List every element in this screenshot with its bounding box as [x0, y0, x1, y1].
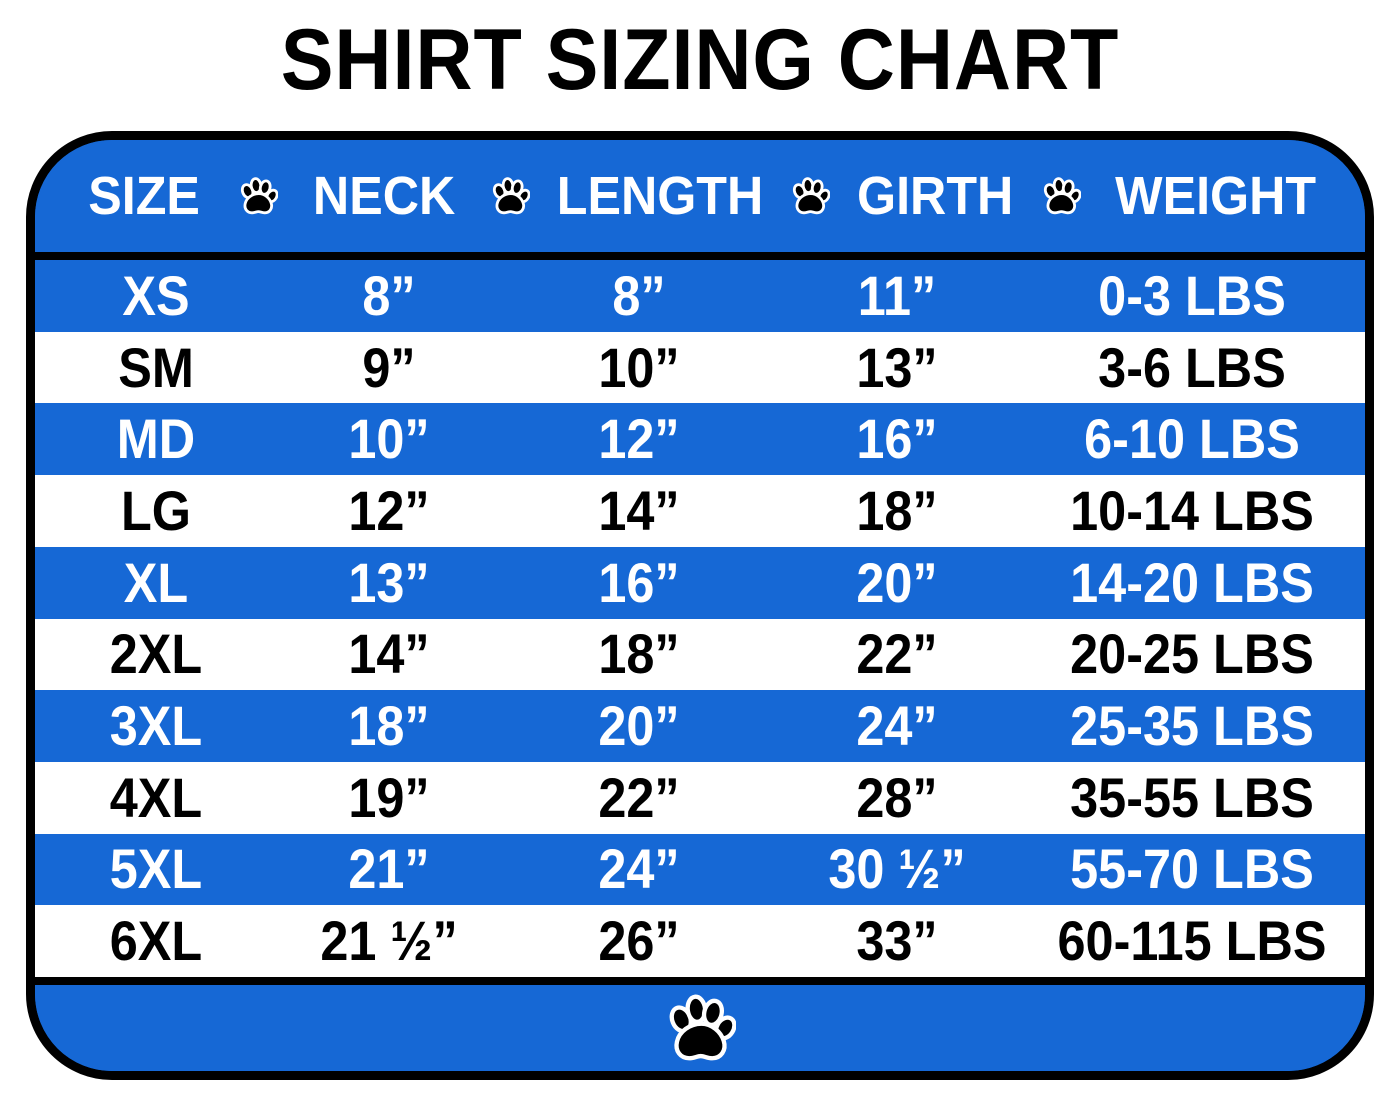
table-body: XS 8” 8” 11” 0-3 LBS SM 9” 10” 13” 3-6 L…: [35, 260, 1365, 978]
cell-neck: 13”: [348, 550, 430, 614]
cell-weight: 14-20 LBS: [1070, 550, 1314, 614]
cell-size: SM: [118, 335, 194, 399]
cell-girth: 30 ½”: [828, 837, 966, 901]
table-row: XL 13” 16” 20” 14-20 LBS: [35, 546, 1365, 619]
cell-weight: 25-35 LBS: [1070, 694, 1314, 758]
paw-print-icon: [1038, 176, 1084, 216]
table-row: 3XL 18” 20” 24” 25-35 LBS: [35, 690, 1365, 762]
cell-size: XS: [122, 263, 190, 327]
cell-length: 14”: [598, 478, 680, 542]
cell-length: 10”: [598, 335, 680, 399]
table-row: 5XL 21” 24” 30 ½” 55-70 LBS: [35, 833, 1365, 906]
cell-length: 22”: [598, 765, 680, 829]
cell-weight: 60-115 LBS: [1057, 909, 1327, 973]
cell-girth: 20”: [856, 550, 938, 614]
cell-neck: 10”: [348, 407, 430, 471]
column-header-length: LENGTH: [557, 166, 764, 226]
cell-neck: 21”: [348, 837, 430, 901]
column-header-girth: GIRTH: [857, 166, 1014, 226]
cell-length: 24”: [598, 837, 680, 901]
cell-size: 3XL: [109, 694, 203, 758]
column-header-weight: WEIGHT: [1114, 166, 1316, 226]
table-row: 6XL 21 ½” 26” 33” 60-115 LBS: [35, 905, 1365, 978]
cell-length: 8”: [612, 263, 666, 327]
cell-girth: 18”: [856, 478, 938, 542]
cell-girth: 28”: [856, 765, 938, 829]
table-header-row: SIZE NECK: [35, 140, 1365, 260]
table-row: LG 12” 14” 18” 10-14 LBS: [35, 475, 1365, 547]
cell-neck: 21 ½”: [320, 909, 458, 973]
cell-neck: 19”: [348, 765, 430, 829]
cell-size: 2XL: [109, 622, 203, 686]
cell-size: 4XL: [109, 765, 203, 829]
cell-girth: 24”: [856, 694, 938, 758]
cell-size: 5XL: [109, 837, 203, 901]
table-row: XS 8” 8” 11” 0-3 LBS: [35, 260, 1365, 332]
cell-weight: 10-14 LBS: [1070, 478, 1314, 542]
cell-weight: 20-25 LBS: [1070, 622, 1314, 686]
sizing-table-card: SIZE NECK: [26, 131, 1374, 1080]
table-footer: [35, 977, 1365, 1071]
paw-print-icon: [787, 176, 833, 216]
cell-weight: 55-70 LBS: [1070, 837, 1314, 901]
cell-girth: 16”: [856, 407, 938, 471]
table-row: MD 10” 12” 16” 6-10 LBS: [35, 403, 1365, 476]
cell-length: 18”: [598, 622, 680, 686]
cell-neck: 12”: [348, 478, 430, 542]
cell-neck: 9”: [362, 335, 416, 399]
cell-neck: 14”: [348, 622, 430, 686]
cell-length: 16”: [598, 550, 680, 614]
paw-print-icon: [235, 176, 281, 216]
cell-size: LG: [120, 478, 191, 542]
cell-weight: 0-3 LBS: [1098, 263, 1286, 327]
table-row: 2XL 14” 18” 22” 20-25 LBS: [35, 618, 1365, 691]
table-row: SM 9” 10” 13” 3-6 LBS: [35, 331, 1365, 404]
paw-print-icon: [664, 992, 736, 1064]
cell-size: 6XL: [109, 909, 203, 973]
cell-length: 26”: [598, 909, 680, 973]
table-row: 4XL 19” 22” 28” 35-55 LBS: [35, 761, 1365, 834]
cell-weight: 3-6 LBS: [1098, 335, 1286, 399]
paw-print-icon: [487, 176, 533, 216]
cell-weight: 6-10 LBS: [1084, 407, 1300, 471]
cell-girth: 11”: [857, 263, 937, 327]
cell-girth: 13”: [856, 335, 938, 399]
cell-length: 20”: [598, 694, 680, 758]
cell-length: 12”: [598, 407, 680, 471]
cell-size: XL: [123, 550, 189, 614]
cell-girth: 33”: [856, 909, 938, 973]
cell-neck: 8”: [362, 263, 416, 327]
cell-girth: 22”: [856, 622, 938, 686]
column-header-neck: NECK: [313, 166, 456, 226]
cell-neck: 18”: [348, 694, 430, 758]
cell-weight: 35-55 LBS: [1070, 765, 1314, 829]
column-header-size: SIZE: [88, 166, 200, 226]
page-title: SHIRT SIZING CHART: [280, 12, 1120, 108]
cell-size: MD: [116, 407, 196, 471]
